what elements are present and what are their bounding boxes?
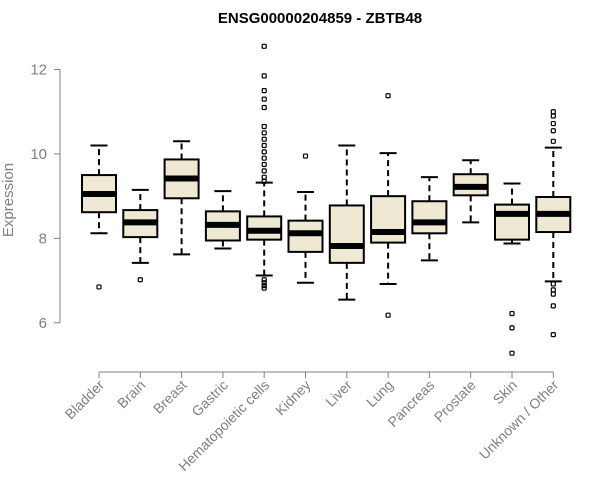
outlier-point bbox=[302, 153, 309, 159]
outlier-point bbox=[509, 325, 515, 331]
outlier-point bbox=[550, 128, 556, 134]
outlier-point bbox=[509, 350, 515, 356]
outlier-point bbox=[550, 291, 556, 297]
chart-title: ENSG00000204859 - ZBTB48 bbox=[218, 10, 422, 27]
box-group bbox=[328, 144, 365, 301]
box-group bbox=[411, 176, 448, 262]
box-group bbox=[163, 140, 200, 256]
x-tick-label: Breast bbox=[150, 377, 190, 417]
outlier-point bbox=[261, 277, 267, 283]
box-group bbox=[122, 188, 159, 283]
outlier-point bbox=[261, 104, 267, 111]
outlier-point bbox=[550, 113, 556, 119]
iqr-box bbox=[494, 203, 530, 241]
x-tick-label: Bladder bbox=[62, 377, 108, 423]
iqr-box bbox=[328, 204, 365, 264]
box-group bbox=[81, 144, 117, 290]
x-tick-label: Brain bbox=[114, 377, 148, 411]
y-tick-label: 12 bbox=[30, 62, 47, 79]
box-group bbox=[535, 109, 572, 338]
outlier-point bbox=[261, 73, 267, 79]
outlier-point bbox=[261, 123, 267, 130]
y-tick-label: 10 bbox=[30, 146, 47, 163]
box-group bbox=[370, 93, 407, 318]
outlier-point bbox=[261, 130, 267, 136]
box-group bbox=[494, 182, 530, 356]
x-tick-label: Skin bbox=[490, 377, 521, 408]
x-tick-label: Lung bbox=[363, 377, 396, 410]
outlier-point bbox=[385, 312, 391, 318]
outlier-point bbox=[550, 303, 556, 309]
plot-area bbox=[81, 43, 572, 356]
x-tick-label: Kidney bbox=[272, 377, 314, 419]
iqr-box bbox=[370, 195, 407, 244]
outlier-point bbox=[96, 284, 102, 290]
y-axis-label: Expression bbox=[0, 163, 17, 237]
y-axis: 6 8 10 12 bbox=[30, 62, 61, 332]
outlier-point bbox=[550, 287, 556, 293]
outlier-point bbox=[261, 285, 267, 291]
outlier-point bbox=[550, 332, 556, 338]
outlier-point bbox=[261, 43, 267, 49]
y-tick-label: 8 bbox=[39, 230, 47, 247]
outlier-point bbox=[261, 88, 267, 94]
box-group bbox=[204, 190, 241, 250]
outlier-point bbox=[261, 149, 267, 155]
outlier-point bbox=[261, 142, 267, 149]
box-group bbox=[452, 159, 489, 224]
box-group bbox=[246, 43, 283, 291]
x-tick-label: Liver bbox=[322, 377, 355, 410]
iqr-box bbox=[411, 200, 448, 235]
outlier-point bbox=[550, 109, 556, 115]
outlier-point bbox=[137, 277, 143, 283]
x-tick-label: Prostate bbox=[431, 377, 479, 425]
outlier-point bbox=[261, 96, 267, 102]
outlier-point bbox=[385, 93, 391, 99]
outlier-point bbox=[261, 283, 267, 289]
outlier-point bbox=[261, 136, 267, 142]
outlier-point bbox=[261, 174, 267, 180]
outlier-point bbox=[261, 155, 267, 161]
y-tick-label: 6 bbox=[39, 315, 47, 332]
box-group bbox=[287, 153, 324, 284]
outlier-point bbox=[261, 178, 267, 184]
outlier-point bbox=[261, 280, 267, 286]
outlier-point bbox=[550, 281, 556, 287]
outlier-point bbox=[550, 120, 556, 127]
outlier-point bbox=[509, 310, 515, 317]
outlier-point bbox=[261, 161, 267, 168]
outlier-point bbox=[550, 138, 556, 144]
outlier-point bbox=[261, 168, 267, 174]
